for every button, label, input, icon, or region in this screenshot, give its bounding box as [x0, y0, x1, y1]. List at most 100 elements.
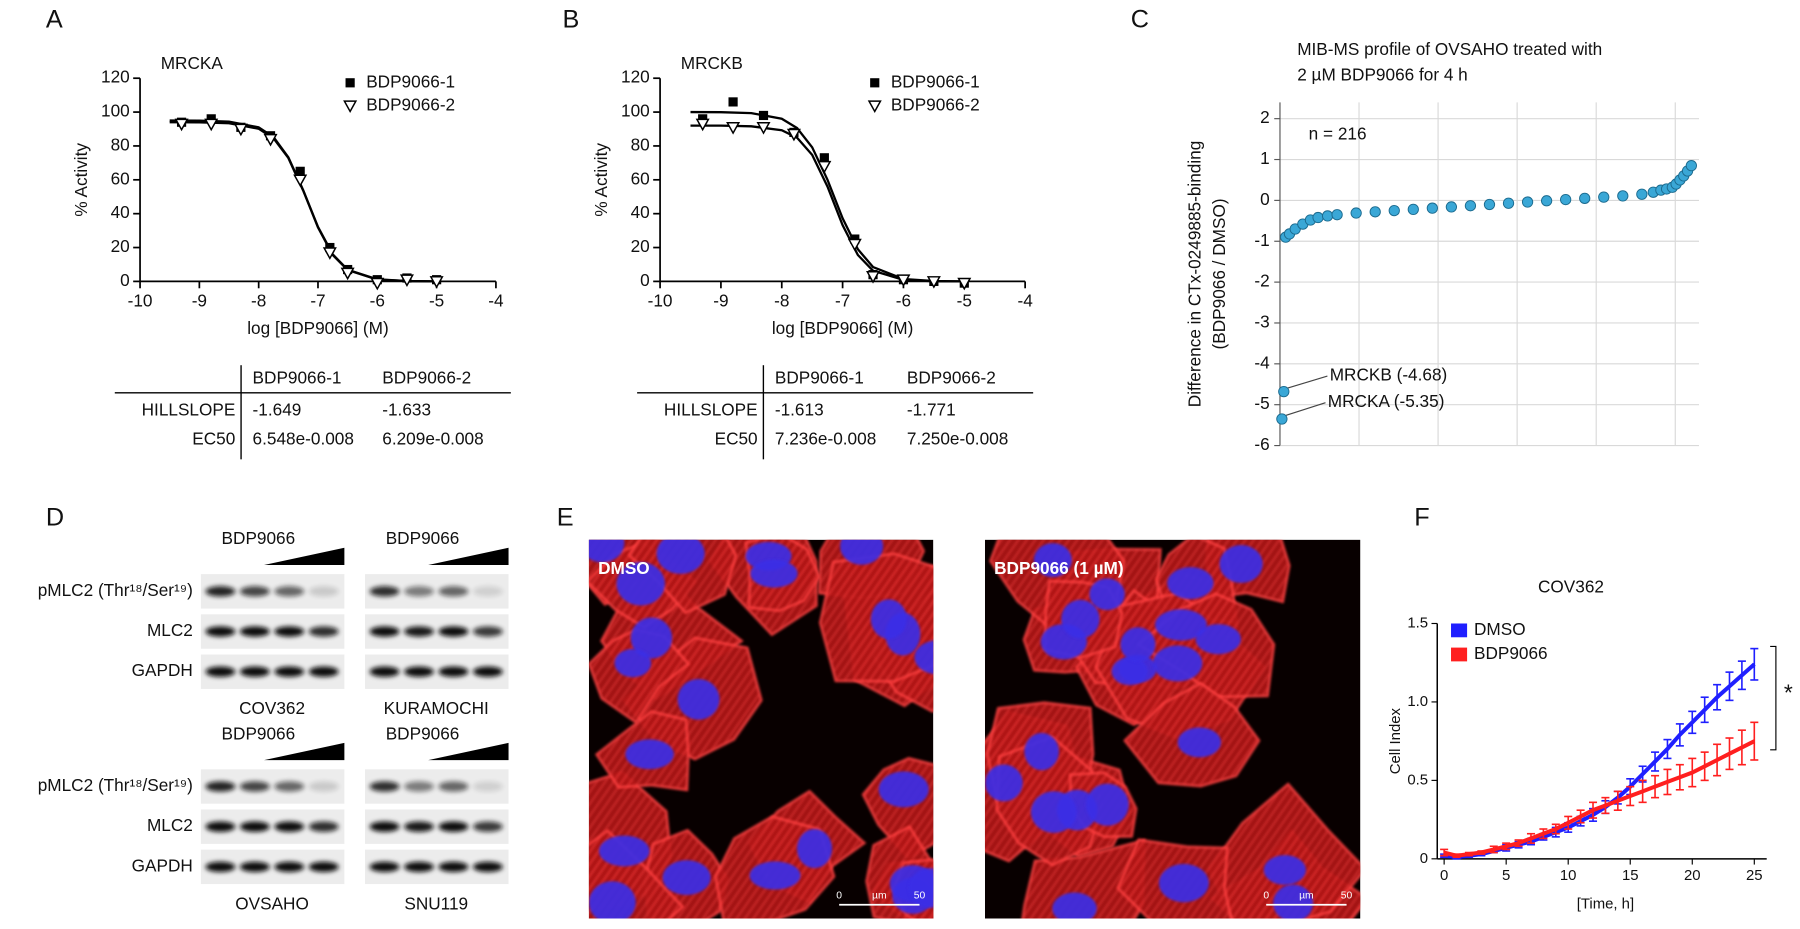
table-row-label: EC50: [715, 428, 758, 448]
blot-band: [404, 821, 434, 832]
nucleus: [1177, 727, 1222, 758]
y-tick-label: 0: [1420, 850, 1428, 867]
blot-band: [472, 666, 503, 677]
y-tick-label: 40: [631, 202, 650, 222]
data-point: [370, 277, 385, 291]
data-point: [340, 267, 355, 281]
fit-curve: [169, 119, 437, 283]
x-tick-label: 15: [1622, 867, 1639, 884]
annotation-leader: [1287, 375, 1328, 389]
data-point: [695, 118, 710, 132]
blot-row-label: pMLC2 (Thr¹⁸/Ser¹⁹): [38, 580, 193, 600]
table-cell: 7.250e-0.008: [907, 428, 1008, 448]
annotation: MRCKA (-5.35): [1328, 391, 1445, 411]
data-point: [726, 121, 741, 135]
blot-band: [404, 626, 434, 637]
micrograph-label: BDP9066 (1 µM): [994, 558, 1123, 578]
y-tick-label: 100: [621, 101, 650, 121]
blot-band: [308, 666, 339, 677]
panel-label: A: [46, 5, 63, 33]
data-point: [847, 238, 862, 252]
y-tick-label: 0: [640, 270, 650, 290]
nucleus: [985, 764, 1023, 802]
cell-line-label: COV362: [239, 698, 305, 718]
legend-label: BDP9066: [1474, 643, 1548, 663]
data-point: [1579, 192, 1591, 204]
data-point: [1598, 191, 1610, 203]
data-point: [1521, 196, 1534, 208]
x-tick-label: 0: [1440, 867, 1448, 884]
y-tick-label: 120: [101, 67, 130, 87]
table-row-label: HILLSLOPE: [664, 400, 758, 420]
blot-band: [308, 781, 339, 792]
legend-label: BDP9066-2: [366, 94, 455, 114]
cell-shape: [627, 539, 738, 615]
y-tick-label: -3: [1254, 312, 1269, 332]
legend-label: DMSO: [1474, 619, 1526, 639]
series-line: [1443, 662, 1756, 860]
nucleus: [588, 539, 625, 563]
blot-band: [205, 821, 236, 832]
data-point: [1407, 203, 1419, 216]
nucleus: [1111, 657, 1148, 686]
data-point: [233, 123, 248, 137]
x-tick-label: -7: [310, 291, 325, 311]
legend-marker: [870, 78, 880, 88]
blot-band: [274, 781, 305, 792]
data-point: [1369, 206, 1381, 218]
x-tick-label: -8: [774, 291, 789, 311]
legend-marker: [343, 100, 358, 114]
data-point: [728, 97, 738, 107]
nucleus: [1263, 855, 1306, 885]
nucleus: [662, 860, 711, 895]
data-point: [399, 274, 414, 287]
legend-marker: [1451, 647, 1468, 662]
data-point: [429, 276, 444, 289]
blot-band: [308, 586, 339, 597]
y-tick-label: 80: [111, 134, 130, 154]
nucleus: [1167, 567, 1214, 600]
data-point: [322, 247, 337, 260]
treatment-label: BDP9066: [222, 528, 296, 548]
x-tick-label: -5: [429, 291, 444, 311]
chart-title: COV362: [1538, 576, 1604, 596]
y-tick-label: 20: [111, 236, 130, 256]
blot-band: [274, 666, 305, 677]
panel-label: C: [1131, 5, 1149, 33]
y-tick-label: 0.5: [1407, 771, 1428, 788]
x-tick-label: -7: [835, 291, 850, 311]
blot-band: [308, 626, 339, 637]
y-tick-label: 40: [111, 202, 130, 222]
nucleus: [1052, 892, 1097, 919]
data-point: [1617, 190, 1629, 202]
x-tick-label: -10: [648, 291, 673, 311]
y-tick-label: -1: [1254, 230, 1269, 250]
x-axis-label: log [BDP9066] (M): [247, 318, 389, 338]
data-point: [926, 276, 941, 289]
nucleus: [677, 678, 720, 720]
x-tick-label: -6: [370, 291, 385, 311]
data-point: [1312, 211, 1324, 224]
table-row-label: EC50: [192, 428, 235, 448]
data-point: [174, 118, 189, 132]
data-point: [758, 110, 769, 121]
blot-band: [438, 626, 469, 637]
table-cell: -1.633: [382, 400, 431, 420]
y-tick-label: 120: [621, 67, 650, 87]
blot-band: [472, 861, 503, 873]
x-axis-label: log [BDP9066] (M): [772, 318, 914, 338]
blot-band: [472, 626, 503, 637]
blot-band: [369, 861, 400, 873]
blot-band: [239, 821, 270, 832]
nucleus: [840, 539, 884, 565]
data-point: [293, 174, 308, 188]
annotation: MRCKB (-4.68): [1330, 365, 1448, 385]
data-point: [1540, 195, 1553, 207]
blot-row-label: MLC2: [147, 815, 193, 835]
table-cell: 6.209e-0.008: [382, 428, 483, 448]
y-tick-label: -4: [1254, 352, 1270, 372]
y-axis-label: Cell Index: [1387, 707, 1404, 774]
nucleus: [630, 617, 673, 659]
table-header: BDP9066-2: [907, 368, 996, 388]
